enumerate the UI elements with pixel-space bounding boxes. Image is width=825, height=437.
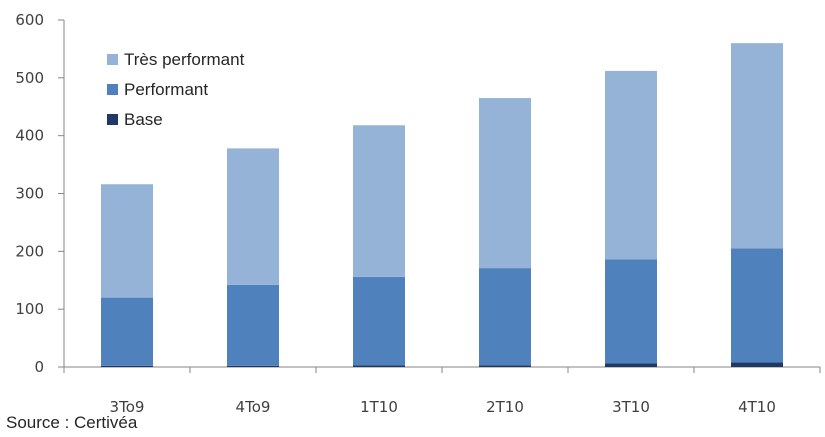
legend-swatch [107,114,118,125]
x-tick-label: 1T10 [360,398,398,416]
bar-4T10-très-performant [731,43,783,249]
bar-1T10-très-performant [353,125,405,277]
y-tick-label: 300 [15,185,44,203]
bar-1T10-base [353,365,405,367]
bar-1T10-performant [353,276,405,366]
bar-3T10-très-performant [605,70,657,260]
bar-3T10-base [605,363,657,367]
bar-4T09-base [227,365,279,367]
legend-label: Très performant [124,50,245,69]
y-tick-label: 400 [15,127,44,145]
bar-3T09-très-performant [101,184,153,298]
bar-4T10-base [731,362,783,367]
y-axis: 0 100 200 300 400 500 600 [15,11,65,376]
bars [101,43,783,367]
legend-label: Base [124,110,163,129]
y-tick-label: 600 [15,11,44,29]
bar-4T09-très-performant [227,148,279,285]
source-note: Source : Certivéa [6,413,138,432]
x-tick-label: 2T10 [486,398,524,416]
legend-swatch [107,54,118,65]
y-tick-label: 500 [15,69,44,87]
y-tick-label: 0 [34,358,44,376]
bar-3T10-performant [605,259,657,364]
y-tick-label: 100 [15,300,44,318]
legend: Très performant Performant Base [107,50,245,129]
x-tick-label: 3To9 [110,398,145,416]
bar-4T10-performant [731,248,783,363]
x-tick-label: 4T10 [738,398,776,416]
x-axis: 3To9 4To9 1T10 2T10 3T10 4T10 [63,366,821,416]
bar-4T09-performant [227,284,279,366]
legend-label: Performant [124,80,208,99]
legend-swatch [107,84,118,95]
bar-3T09-base [101,365,153,367]
bar-2T10-base [479,365,531,367]
x-tick-label: 3T10 [612,398,650,416]
y-tick-label: 200 [15,242,44,260]
bar-2T10-très-performant [479,98,531,269]
bar-2T10-performant [479,268,531,366]
x-tick-label: 4To9 [236,398,271,416]
bar-3T09-performant [101,297,153,366]
